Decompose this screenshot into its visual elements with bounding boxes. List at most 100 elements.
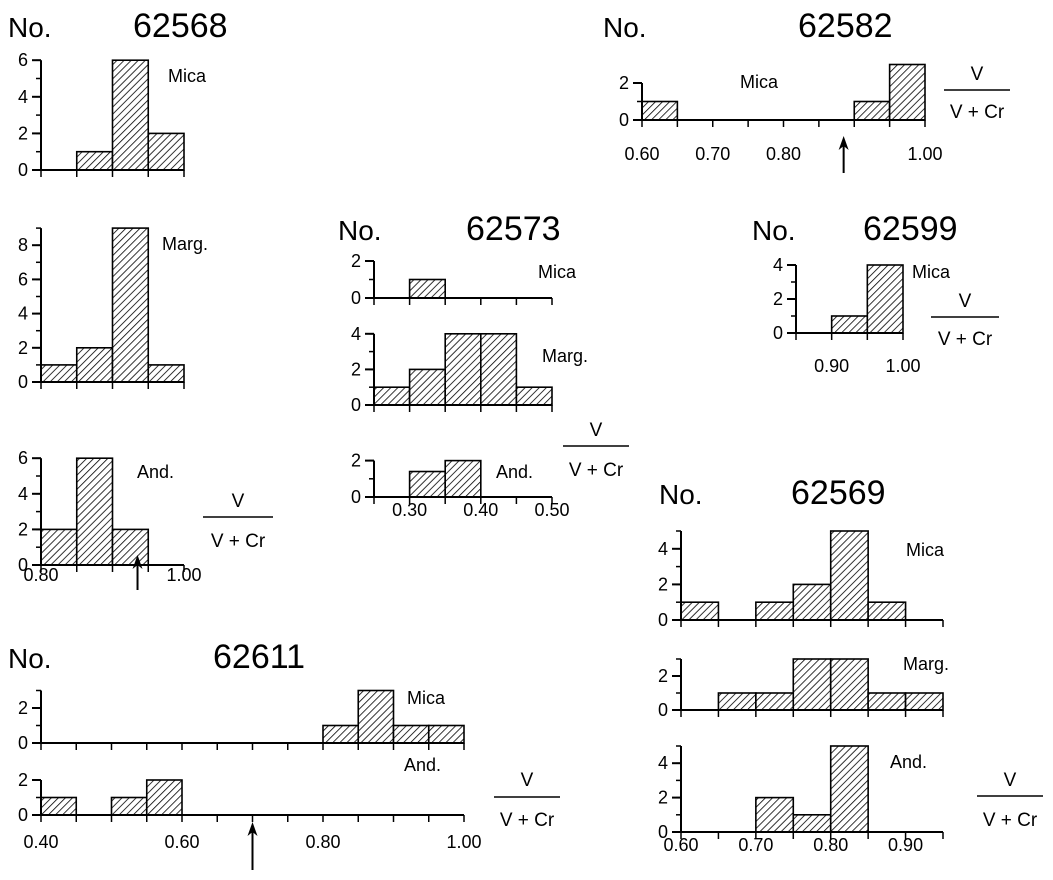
- histogram-panel: 0 2 4 Marg.: [351, 324, 588, 415]
- chart-62582: No. 62582 0 2 Mica 0.60 0.70 0.80 1.00 V V + Cr: [603, 7, 1010, 173]
- histogram-panel: 0 2 4 6 And.: [18, 448, 185, 575]
- sample-number: 62568: [133, 7, 228, 45]
- histogram-panel: 0 2 4 Mica: [658, 530, 945, 630]
- histogram-bar: [111, 528, 150, 566]
- histogram-bar: [322, 724, 360, 744]
- axis-label-denominator: V + Cr: [211, 531, 266, 552]
- histogram-bar: [792, 813, 832, 833]
- sample-number: 62582: [798, 7, 893, 45]
- histogram-panel: 0 2 Mica: [619, 63, 926, 130]
- histogram-bar: [111, 227, 150, 383]
- y-tick-label: 2: [18, 770, 28, 790]
- histogram-bar: [408, 368, 447, 406]
- x-axis-label: V V + Cr: [203, 491, 273, 552]
- x-axis-label: V V + Cr: [931, 291, 999, 350]
- category-label: Marg.: [542, 346, 588, 366]
- y-tick-label: 2: [18, 123, 28, 143]
- x-axis-label: V V + Cr: [944, 64, 1010, 123]
- y-tick-label: 2: [658, 788, 668, 808]
- histogram-panel: 0 2 And.: [18, 755, 465, 825]
- y-tick-label: 8: [18, 235, 28, 255]
- y-tick-label: 6: [18, 448, 28, 468]
- x-tick-label: 0.80: [813, 835, 848, 855]
- x-tick-label: 0.70: [695, 144, 730, 164]
- y-tick-label: 2: [658, 666, 668, 686]
- y-tick-label: 0: [658, 700, 668, 720]
- arrow-head: [838, 136, 849, 150]
- category-label: Mica: [538, 262, 577, 282]
- y-tick-label: 4: [18, 304, 28, 324]
- histogram-bar: [755, 796, 795, 833]
- axis-label-numerator: V: [232, 491, 245, 512]
- y-tick-label: 0: [773, 323, 783, 343]
- histogram-bar: [75, 346, 114, 383]
- histogram-plot-area: 0 2 Mica 0 2 And. 0.40 0.60 0.80 1.00 V V + Cr: [18, 688, 560, 870]
- histogram-panel: 0 2 4 6 8 Marg.: [18, 227, 208, 392]
- no-label: No.: [752, 215, 796, 246]
- sample-number: 62599: [863, 210, 958, 248]
- category-label: Mica: [906, 540, 945, 560]
- y-tick-label: 0: [351, 487, 361, 507]
- arrow-marker: [247, 822, 258, 870]
- x-tick-label: 1.00: [446, 832, 481, 852]
- y-tick-label: 2: [351, 251, 361, 271]
- arrow-head: [247, 822, 258, 836]
- x-axis-label: V V + Cr: [977, 770, 1043, 831]
- x-tick-label: 1.00: [166, 565, 201, 585]
- histogram-bar: [427, 724, 465, 744]
- y-tick-label: 2: [351, 359, 361, 379]
- y-tick-label: 6: [18, 50, 28, 70]
- x-tick-label: 0.80: [305, 832, 340, 852]
- no-label: No.: [338, 215, 382, 246]
- category-label: Marg.: [162, 234, 208, 254]
- y-tick-label: 0: [18, 372, 28, 392]
- histogram-bar: [110, 796, 148, 816]
- histogram-bar: [867, 601, 907, 621]
- axis-label-numerator: V: [521, 770, 534, 791]
- histogram-bar: [40, 796, 78, 816]
- histogram-bar: [111, 59, 150, 171]
- histogram-bar: [792, 658, 832, 711]
- histogram-bar: [147, 132, 185, 171]
- x-tick-label: 0.60: [624, 144, 659, 164]
- histogram-panel: 0 2 Mica: [351, 251, 577, 308]
- histogram-bar: [392, 724, 430, 744]
- axis-label-denominator: V + Cr: [500, 810, 555, 831]
- histogram-bar: [40, 364, 78, 383]
- chart-62599: No. 62599 0 2 4 Mica 0.90 1.00 V V + Cr: [752, 210, 999, 376]
- histogram-plot-area: 0 2 Mica 0 2 4 Marg. 0 2 And. 0.30 0.40 0.50 V V + Cr: [351, 251, 629, 520]
- histogram-bar: [680, 601, 720, 621]
- no-label: No.: [659, 479, 703, 510]
- x-axis-label: V V + Cr: [494, 770, 560, 831]
- histogram-bar: [829, 658, 869, 711]
- y-tick-label: 4: [658, 753, 668, 773]
- category-label: And.: [890, 752, 927, 772]
- histogram-panel: 0 2 And.: [351, 451, 553, 507]
- y-tick-label: 2: [658, 574, 668, 594]
- histogram-panel: 0 2 4 And.: [658, 745, 944, 842]
- y-tick-label: 4: [658, 539, 668, 559]
- histogram-bar: [444, 459, 482, 498]
- histogram-bar: [641, 100, 679, 121]
- histogram-bar: [357, 689, 395, 744]
- axis-label-denominator: V + Cr: [938, 329, 993, 350]
- axis-label-numerator: V: [1004, 770, 1017, 791]
- histogram-bar: [147, 364, 185, 383]
- x-tick-label: 0.80: [766, 144, 801, 164]
- axis-label-denominator: V + Cr: [983, 810, 1038, 831]
- x-tick-label: 0.40: [23, 832, 58, 852]
- y-tick-label: 0: [658, 610, 668, 630]
- y-tick-label: 0: [18, 733, 28, 753]
- histogram-bar: [515, 386, 553, 406]
- histogram-panel: 0 2 4 6 Mica: [18, 50, 207, 180]
- arrow-head: [132, 555, 143, 569]
- histogram-bar: [866, 264, 904, 334]
- histogram-bar: [373, 386, 411, 406]
- y-tick-label: 2: [351, 451, 361, 471]
- histogram-bar: [829, 530, 869, 621]
- sample-number: 62611: [213, 638, 305, 676]
- histogram-bar: [755, 692, 795, 711]
